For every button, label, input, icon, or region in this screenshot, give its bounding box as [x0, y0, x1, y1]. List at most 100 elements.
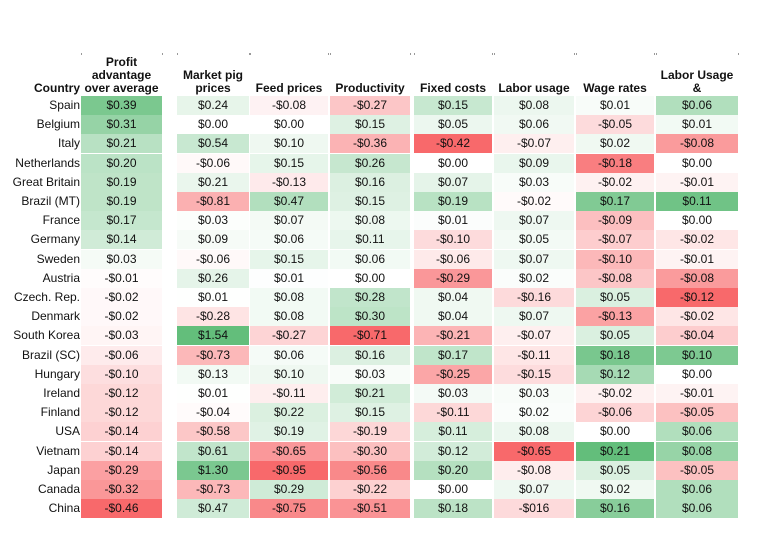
heatmap-cell: -$0.29 [414, 269, 492, 288]
heatmap-cell: $1.54 [177, 326, 249, 345]
heatmap-cell: -$0.56 [330, 461, 410, 480]
heatmap-cell: $0.00 [656, 211, 738, 230]
heatmap-cell: -$0.14 [81, 422, 162, 441]
heatmap-cell: -$0.06 [177, 154, 249, 173]
row-label: France [42, 213, 80, 227]
heatmap-cell: $0.00 [656, 365, 738, 384]
heatmap-cell: $0.08 [656, 442, 738, 461]
heatmap-cell: -$0.73 [177, 346, 249, 365]
heatmap-cell: $0.20 [81, 154, 162, 173]
heatmap-cell: $0.12 [414, 442, 492, 461]
heatmap-cell: $0.20 [414, 461, 492, 480]
heatmap-cell: $0.16 [330, 173, 410, 192]
heatmap-cell: -$0.15 [494, 365, 574, 384]
heatmap-cell: $0.03 [494, 173, 574, 192]
heatmap-cell: $1.30 [177, 461, 249, 480]
heatmap-cell: -$0.13 [576, 307, 654, 326]
heatmap-cell: $0.06 [330, 250, 410, 269]
heatmap-cell: -$0.19 [330, 422, 410, 441]
heatmap-cell: $0.47 [177, 499, 249, 518]
row-label: Brazil (SC) [21, 348, 80, 362]
column-tick [656, 53, 657, 55]
heatmap-cell: $0.08 [250, 288, 328, 307]
column-tick [328, 53, 329, 55]
heatmap-cell: -$0.13 [250, 173, 328, 192]
heatmap-cell: -$0.71 [330, 326, 410, 345]
heatmap-cell: -$0.08 [656, 134, 738, 153]
heatmap-cell: $0.01 [414, 211, 492, 230]
column-tick [492, 53, 493, 55]
heatmap-cell: $0.01 [576, 96, 654, 115]
heatmap-cell: $0.21 [81, 134, 162, 153]
heatmap-cell: $0.13 [177, 365, 249, 384]
column-tick [494, 53, 495, 55]
heatmap-cell: $0.08 [250, 307, 328, 326]
heatmap-cell: -$0.65 [494, 442, 574, 461]
heatmap-cell: -$0.04 [656, 326, 738, 345]
heatmap-cell: -$0.07 [576, 230, 654, 249]
heatmap-cell: $0.07 [494, 480, 574, 499]
heatmap-cell: -$0.11 [250, 384, 328, 403]
heatmap-cell: -$0.02 [494, 192, 574, 211]
heatmap-cell: -$0.46 [81, 499, 162, 518]
heatmap-cell: $0.16 [576, 499, 654, 518]
column-tick [81, 53, 82, 55]
heatmap-cell: $0.26 [177, 269, 249, 288]
column-header: Wage rates [583, 81, 647, 95]
heatmap-cell: $0.07 [494, 307, 574, 326]
heatmap-cell: $0.05 [576, 326, 654, 345]
heatmap-cell: $0.07 [494, 250, 574, 269]
heatmap-cell: -$0.07 [494, 134, 574, 153]
row-label: Netherlands [15, 156, 80, 170]
column-header: Market pig prices [182, 68, 243, 95]
heatmap-cell: -$0.08 [656, 269, 738, 288]
header-country: Country [34, 81, 80, 95]
heatmap-cell: $0.28 [330, 288, 410, 307]
row-label: South Korea [13, 328, 80, 342]
heatmap-cell: $0.11 [330, 230, 410, 249]
heatmap-cell: $0.01 [177, 288, 249, 307]
column-tick [574, 53, 575, 55]
heatmap-cell: $0.17 [81, 211, 162, 230]
heatmap-cell: -$0.10 [81, 365, 162, 384]
heatmap-cell: -$0.65 [250, 442, 328, 461]
heatmap-cell: -$0.10 [414, 230, 492, 249]
heatmap-cell: $0.03 [330, 365, 410, 384]
heatmap-cell: -$0.12 [81, 403, 162, 422]
heatmap-cell: $0.04 [414, 307, 492, 326]
heatmap-cell: $0.00 [414, 154, 492, 173]
heatmap-cell: $0.08 [494, 422, 574, 441]
row-label: Hungary [34, 367, 80, 381]
heatmap-cell: -$016 [494, 499, 574, 518]
heatmap-cell: -$0.02 [81, 307, 162, 326]
row-label: Czech. Rep. [13, 290, 80, 304]
heatmap-cell: $0.05 [576, 461, 654, 480]
column-tick [738, 53, 739, 55]
heatmap-cell: $0.07 [494, 211, 574, 230]
heatmap-cell: -$0.02 [576, 173, 654, 192]
heatmap-cell: $0.03 [177, 211, 249, 230]
heatmap-cell: -$0.18 [576, 154, 654, 173]
heatmap-cell: $0.08 [494, 96, 574, 115]
row-label: Italy [57, 136, 80, 150]
heatmap-cell: $0.09 [494, 154, 574, 173]
column-tick [330, 53, 331, 55]
row-label: Denmark [31, 309, 80, 323]
heatmap-cell: $0.02 [494, 269, 574, 288]
column-tick [654, 53, 655, 55]
heatmap-cell: -$0.32 [81, 480, 162, 499]
heatmap-cell: $0.24 [177, 96, 249, 115]
heatmap-cell: -$0.36 [330, 134, 410, 153]
heatmap-cell: -$0.05 [576, 115, 654, 134]
heatmap-cell: $0.17 [414, 346, 492, 365]
row-label: China [48, 501, 80, 515]
heatmap-cell: $0.21 [177, 173, 249, 192]
row-label: Belgium [36, 117, 80, 131]
heatmap-cell: -$0.07 [494, 326, 574, 345]
heatmap-cell: -$0.01 [81, 269, 162, 288]
heatmap-cell: $0.26 [330, 154, 410, 173]
heatmap-cell: -$0.02 [656, 230, 738, 249]
heatmap-cell: -$0.01 [656, 173, 738, 192]
heatmap-cell: $0.18 [414, 499, 492, 518]
